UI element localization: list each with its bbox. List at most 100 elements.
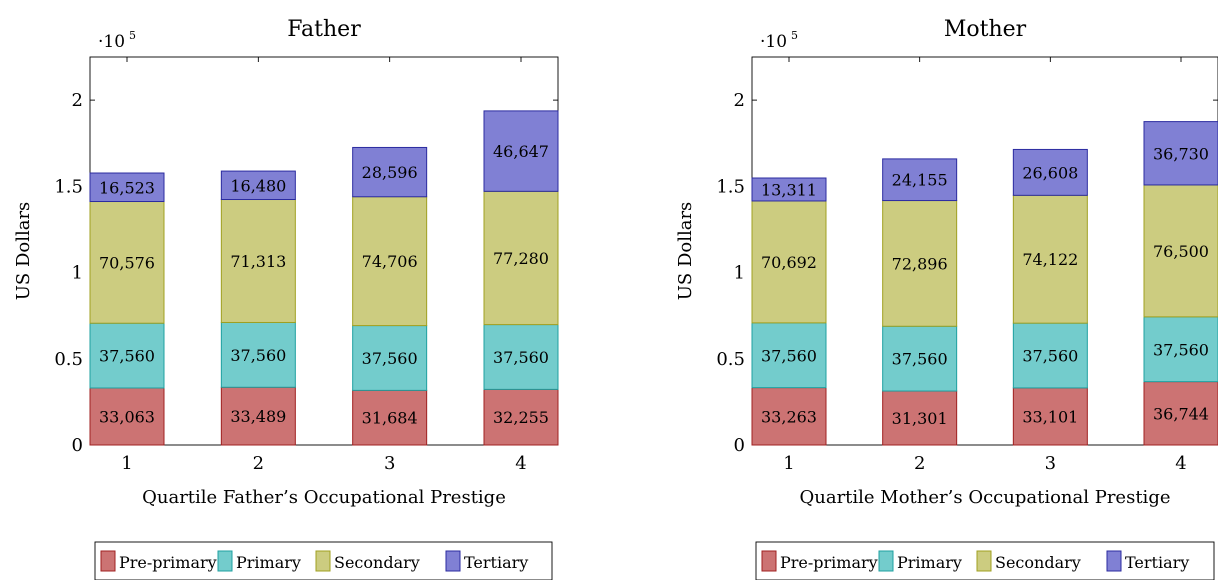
data-label: 71,313: [230, 252, 286, 271]
data-label: 37,560: [1022, 347, 1078, 366]
data-label: 36,730: [1153, 144, 1209, 163]
y-tick-label: 2: [734, 90, 745, 111]
y-scale-label: ·10: [760, 32, 787, 52]
data-label: 37,560: [892, 350, 948, 369]
data-label: 33,489: [230, 407, 286, 426]
data-label: 26,608: [1022, 163, 1078, 182]
data-label: 36,744: [1153, 404, 1209, 423]
chart-title: Mother: [944, 17, 1027, 42]
bar-tertiary-4: [483, 110, 559, 192]
bar-tertiary-1: [751, 177, 827, 202]
legend-label: Pre-primary: [780, 553, 878, 572]
chart-title: Father: [287, 17, 361, 42]
bar-pre-primary-4: [483, 388, 559, 446]
y-tick-label: 0.5: [54, 349, 83, 370]
y-axis-label: US Dollars: [675, 202, 696, 301]
legend-label: Primary: [236, 553, 301, 572]
data-label: 37,560: [230, 346, 286, 365]
data-label: 37,560: [99, 347, 155, 366]
legend-label: Pre-primary: [119, 553, 217, 572]
legend: Pre-primary Primary Secondary Tertiary: [755, 541, 1215, 580]
bar-primary-2: [882, 325, 958, 392]
data-label: 74,122: [1022, 250, 1078, 269]
data-label: 13,311: [761, 180, 817, 199]
bar-tertiary-2: [882, 158, 958, 202]
legend-swatch-pre-primary: [761, 550, 777, 572]
legend-label: Secondary: [334, 553, 420, 572]
x-tick-label: 3: [1045, 453, 1056, 474]
legend-swatch-pre-primary: [100, 550, 116, 572]
chart-panel-2: Mother ·10 5 0 0.5 1 1.5 2 US Dollars 1 2 3 4Quartil…: [675, 17, 1218, 580]
bar-primary-3: [1012, 322, 1088, 389]
x-tick-label: 2: [253, 453, 264, 474]
bar-secondary-4: [483, 190, 559, 326]
bar-pre-primary-3: [1012, 387, 1088, 446]
bar-secondary-1: [89, 201, 165, 324]
bar-tertiary-3: [352, 146, 428, 198]
bar-pre-primary-1: [89, 387, 165, 446]
y-tick-label: 1: [72, 263, 83, 284]
legend-label: Tertiary: [1125, 553, 1189, 572]
legend: Pre-primary Primary Secondary Tertiary: [94, 541, 553, 580]
legend-swatch-primary: [878, 550, 894, 572]
data-label: 77,280: [493, 249, 549, 268]
data-label: 70,576: [99, 253, 155, 272]
bar-tertiary-1: [89, 172, 165, 203]
y-tick-label: 1.5: [716, 176, 745, 197]
data-label: 74,706: [362, 252, 418, 271]
data-label: 16,523: [99, 178, 155, 197]
bar-secondary-4: [1143, 184, 1218, 318]
bar-secondary-1: [751, 200, 827, 324]
bar-pre-primary-4: [1143, 381, 1218, 446]
legend-swatch-tertiary: [1106, 550, 1122, 572]
bar-tertiary-4: [1143, 121, 1218, 186]
data-label: 33,263: [761, 407, 817, 426]
x-tick-label: 3: [384, 453, 395, 474]
legend-swatch-tertiary: [445, 550, 461, 572]
data-label: 31,301: [892, 409, 948, 428]
bar-tertiary-3: [1012, 148, 1088, 196]
legend-label: Tertiary: [464, 553, 528, 572]
data-label: 33,101: [1022, 407, 1078, 426]
data-label: 70,692: [761, 253, 817, 272]
data-label: 24,155: [892, 171, 948, 190]
legend-swatch-secondary: [976, 550, 992, 572]
data-label: 32,255: [493, 408, 549, 427]
x-tick-label: 1: [121, 453, 132, 474]
bar-secondary-2: [882, 200, 958, 327]
bar-pre-primary-2: [220, 386, 296, 446]
bar-tertiary-2: [220, 170, 296, 201]
bar-pre-primary-1: [751, 387, 827, 446]
y-tick-label: 2: [72, 90, 83, 111]
y-tick-label: 1: [734, 263, 745, 284]
bar-pre-primary-3: [352, 389, 428, 446]
y-scale-label: ·10: [98, 32, 125, 52]
data-label: 37,560: [362, 349, 418, 368]
data-label: 37,560: [1153, 340, 1209, 359]
data-label: 16,480: [230, 176, 286, 195]
data-label: 37,560: [493, 348, 549, 367]
y-tick-label: 1.5: [54, 176, 83, 197]
x-axis-label: Quartile Mother’s Occupational Prestige: [799, 487, 1170, 508]
bar-primary-1: [89, 322, 165, 389]
x-tick-label: 1: [783, 453, 794, 474]
data-label: 28,596: [362, 163, 418, 182]
x-tick-label: 4: [515, 453, 526, 474]
data-label: 72,896: [892, 254, 948, 273]
legend-swatch-primary: [217, 550, 233, 572]
x-axis-label: Quartile Father’s Occupational Prestige: [142, 487, 506, 508]
data-label: 76,500: [1153, 242, 1209, 261]
bar-primary-3: [352, 325, 428, 391]
y-tick-label: 0: [734, 435, 745, 456]
y-tick-label: 0: [72, 435, 83, 456]
y-scale-exponent: 5: [791, 29, 798, 42]
y-tick-label: 0.5: [716, 349, 745, 370]
legend-label: Secondary: [995, 553, 1081, 572]
x-tick-label: 4: [1175, 453, 1186, 474]
data-label: 33,063: [99, 407, 155, 426]
y-scale-exponent: 5: [129, 29, 136, 42]
bar-primary-4: [483, 324, 559, 390]
legend-swatch-secondary: [315, 550, 331, 572]
data-label: 46,647: [493, 142, 549, 161]
